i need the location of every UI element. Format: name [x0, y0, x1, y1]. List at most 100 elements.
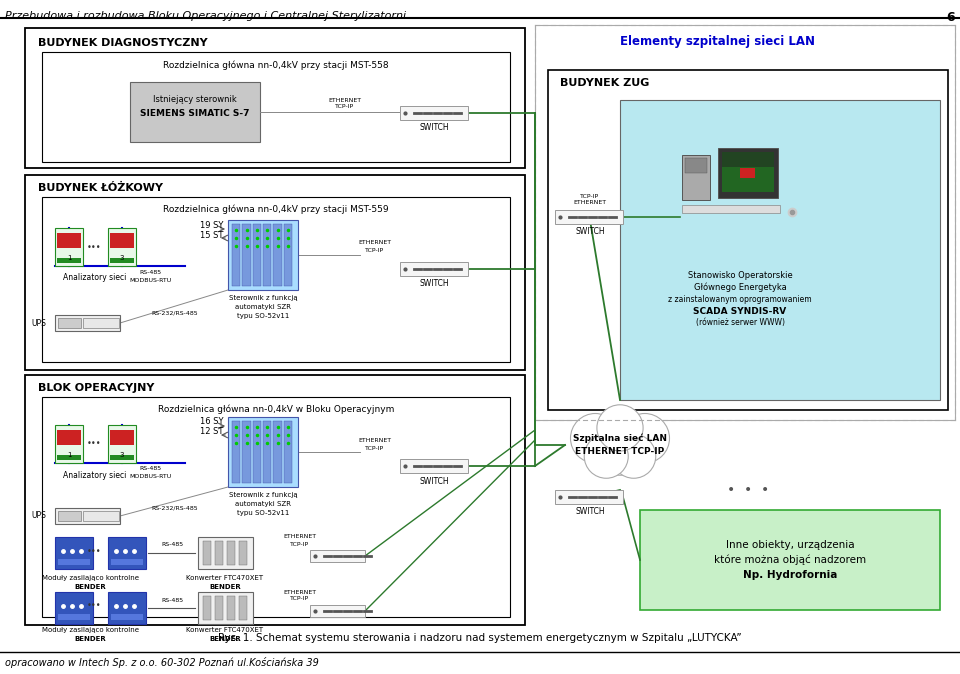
Bar — [25, 175, 525, 370]
Text: RS-485: RS-485 — [139, 466, 161, 472]
Text: SWITCH: SWITCH — [575, 228, 605, 237]
Bar — [242, 421, 251, 483]
Circle shape — [589, 415, 650, 475]
Bar — [57, 233, 81, 248]
Text: TCP-IP: TCP-IP — [581, 193, 600, 199]
Bar — [310, 550, 365, 562]
Text: Inne obiekty, urządzenia: Inne obiekty, urządzenia — [726, 540, 854, 550]
Bar — [55, 592, 93, 624]
Bar — [108, 425, 136, 463]
Text: Rozdzielnica główna nn-0,4kV przy stacji MST-559: Rozdzielnica główna nn-0,4kV przy stacji… — [163, 205, 389, 214]
Bar — [215, 541, 223, 565]
Text: Istniejący sterownik: Istniejący sterownik — [154, 96, 237, 104]
Bar — [55, 315, 120, 331]
Bar — [25, 28, 525, 168]
Bar — [110, 430, 134, 446]
Bar — [722, 152, 774, 167]
Bar — [42, 197, 510, 362]
Text: Sterownik z funkcją: Sterownik z funkcją — [228, 295, 298, 301]
Text: BUDYNEK ZUG: BUDYNEK ZUG — [560, 78, 649, 88]
Circle shape — [585, 434, 628, 479]
Text: Konwerter FTC470XET: Konwerter FTC470XET — [186, 575, 264, 581]
Text: Głównego Energetyka: Głównego Energetyka — [694, 282, 786, 292]
Text: MODBUS-RTU: MODBUS-RTU — [129, 474, 171, 479]
Bar — [55, 228, 83, 266]
Bar — [232, 421, 240, 483]
Text: automatyki SZR: automatyki SZR — [235, 304, 291, 310]
Text: TCP-IP: TCP-IP — [366, 446, 385, 450]
Bar — [239, 541, 247, 565]
Bar — [42, 52, 510, 162]
Text: •••: ••• — [86, 439, 102, 448]
Text: BENDER: BENDER — [209, 584, 241, 590]
Bar — [58, 511, 81, 521]
Bar — [110, 455, 134, 460]
Bar — [722, 152, 774, 192]
Text: 15 ST: 15 ST — [200, 231, 224, 239]
Bar — [758, 168, 768, 178]
Text: RS-232/RS-485: RS-232/RS-485 — [152, 506, 199, 510]
Text: UPS: UPS — [31, 319, 46, 328]
Bar — [400, 459, 468, 473]
Text: Analizatory sieci: Analizatory sieci — [63, 274, 127, 282]
Text: BUDYNEK ŁÓŻKOWY: BUDYNEK ŁÓŻKOWY — [38, 183, 163, 193]
Bar — [228, 417, 298, 487]
Text: SWITCH: SWITCH — [420, 123, 449, 133]
Bar — [283, 224, 292, 286]
Text: Konwerter FTC470XET: Konwerter FTC470XET — [186, 627, 264, 633]
Text: •  •  •: • • • — [727, 483, 769, 497]
Text: 19 SY: 19 SY — [200, 220, 224, 230]
Bar — [685, 158, 707, 173]
Bar — [555, 490, 623, 504]
Text: Elementy szpitalnej sieci LAN: Elementy szpitalnej sieci LAN — [620, 35, 815, 48]
Bar — [274, 224, 281, 286]
Text: •••: ••• — [86, 547, 102, 555]
Bar — [740, 168, 755, 178]
Text: BENDER: BENDER — [74, 584, 106, 590]
Text: ETHERNET: ETHERNET — [358, 437, 392, 443]
Text: Szpitalna sieć LAN: Szpitalna sieć LAN — [573, 433, 667, 443]
Bar — [227, 541, 235, 565]
Bar — [682, 155, 710, 200]
Bar — [283, 421, 292, 483]
Text: z zainstalowanym oprogramowaniem: z zainstalowanym oprogramowaniem — [668, 295, 812, 303]
Bar — [239, 596, 247, 620]
Text: Przebudowa i rozbudowa Bloku Operacyjnego i Centralnej Sterylizatorni: Przebudowa i rozbudowa Bloku Operacyjneg… — [5, 11, 406, 21]
Bar — [57, 258, 81, 263]
Text: MODBUS-RTU: MODBUS-RTU — [129, 278, 171, 282]
Text: ETHERNET: ETHERNET — [283, 534, 317, 539]
Text: •••: ••• — [86, 243, 102, 251]
Bar — [55, 537, 93, 569]
Text: 16 SY: 16 SY — [200, 417, 224, 427]
Text: BENDER: BENDER — [74, 636, 106, 642]
Bar — [203, 596, 211, 620]
Text: Moduły zasilająco kontrolne: Moduły zasilająco kontrolne — [41, 575, 138, 581]
Text: RS-485: RS-485 — [161, 597, 183, 603]
Bar — [274, 421, 281, 483]
Circle shape — [620, 414, 669, 463]
Text: opracowano w Intech Sp. z o.o. 60-302 Poznań ul.Kościańska 39: opracowano w Intech Sp. z o.o. 60-302 Po… — [5, 658, 319, 669]
Text: SIEMENS SIMATIC S-7: SIEMENS SIMATIC S-7 — [140, 109, 250, 117]
Text: Stanowisko Operatorskie: Stanowisko Operatorskie — [687, 270, 792, 280]
Bar — [620, 100, 940, 400]
Text: TCP-IP: TCP-IP — [366, 249, 385, 253]
Bar — [400, 106, 468, 120]
Bar — [25, 375, 525, 625]
Bar — [263, 421, 272, 483]
Text: ETHERNET TCP-IP: ETHERNET TCP-IP — [575, 448, 664, 456]
Text: BUDYNEK DIAGNOSTYCZNY: BUDYNEK DIAGNOSTYCZNY — [38, 38, 207, 48]
Text: Sterownik z funkcją: Sterownik z funkcją — [228, 492, 298, 498]
Text: SCADA SYNDIS-RV: SCADA SYNDIS-RV — [693, 307, 786, 315]
Bar — [535, 25, 955, 420]
Bar — [555, 210, 623, 224]
Bar — [108, 592, 146, 624]
Bar — [198, 537, 253, 569]
Bar — [242, 224, 251, 286]
Bar — [548, 70, 948, 410]
Text: 6: 6 — [947, 11, 955, 24]
Text: ETHERNET: ETHERNET — [328, 98, 362, 102]
Text: SWITCH: SWITCH — [575, 508, 605, 516]
Bar — [83, 318, 118, 328]
Text: Analizatory sieci: Analizatory sieci — [63, 470, 127, 479]
Bar — [252, 224, 261, 286]
